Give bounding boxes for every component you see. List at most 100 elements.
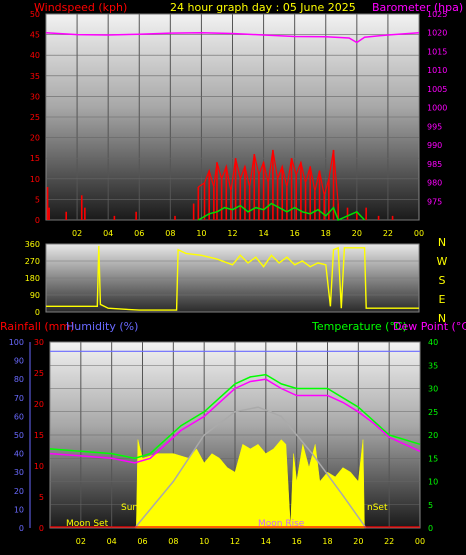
panel1-left-tick-label: 35 [30, 72, 40, 81]
legend-rainfall: Rainfall (mm) [0, 320, 74, 333]
panel3-rain-tick-label: 25 [34, 369, 44, 378]
panel3-x-tick-label: 16 [292, 537, 302, 546]
panel1-right-tick-label: 1005 [427, 85, 447, 94]
wind-direction-line [46, 245, 419, 311]
panel2-left-tick-label: 0 [35, 308, 40, 317]
panel1-x-tick-label: 14 [258, 229, 268, 238]
temperature-line [49, 373, 421, 460]
sun-curve-line [134, 406, 367, 529]
panel1-right-tick-label: 1020 [427, 29, 447, 38]
panel3-temp-tick-label: 35 [428, 361, 438, 370]
header-right-label: Barometer (hpa) [372, 1, 463, 14]
panel1-left-tick-label: 10 [30, 175, 40, 184]
panel3-temp-tick-label: 0 [428, 524, 433, 533]
panel1-right-tick-label: 995 [427, 122, 442, 131]
panel1-x-ticks: 02 04 06 08 10 12 14 16 18 20 22 00 [72, 229, 424, 238]
panel3-humidity-tick-label: 80 [14, 375, 24, 384]
panel3-temp-tick-label: 10 [428, 478, 438, 487]
panel1-right-tick-label: 990 [427, 141, 442, 150]
panel3-rain-tick-label: 15 [34, 431, 44, 440]
panel1-right-tick-label: 1015 [427, 47, 447, 56]
panel2-left-tick-label: 180 [25, 274, 40, 283]
panel2-left-tick-label: 90 [30, 291, 40, 300]
panel3-x-tick-label: 20 [353, 537, 363, 546]
panel3-x-tick-label: 12 [230, 537, 240, 546]
moon-set-label: Moon Set [66, 519, 109, 529]
panel1-x-tick-label: 02 [72, 229, 82, 238]
panel3-temp-tick-label: 20 [428, 431, 438, 440]
panel1-left-tick-label: 40 [30, 51, 40, 60]
panel3-x-tick-label: 00 [415, 537, 425, 546]
header-left-label: Windspeed (kph) [34, 1, 127, 14]
panel1-left-tick-label: 30 [30, 92, 40, 101]
panel3-humidity-tick-label: 70 [14, 394, 24, 403]
panel3-humidity-tick-label: 10 [14, 505, 24, 514]
panel1-left-tick-label: 0 [35, 216, 40, 225]
barometer-line [45, 31, 420, 44]
panel1-x-tick-label: 00 [414, 229, 424, 238]
panel3-humidity-tick-label: 50 [14, 431, 24, 440]
gust-line [197, 202, 366, 222]
panel1-x-tick-label: 08 [165, 229, 175, 238]
panel1-left-tick-label: 15 [30, 154, 40, 163]
panel2-series [46, 245, 419, 311]
panel1-x-tick-label: 10 [196, 229, 206, 238]
panel3-x-tick-label: 02 [76, 537, 86, 546]
panel1-right-tick-label: 1025 [427, 10, 447, 19]
panel3-rain-ticks: 0 5 10 15 20 25 30 [34, 338, 44, 533]
panel1-x-tick-label: 04 [103, 229, 113, 238]
panel1-right-tick-label: 975 [427, 197, 442, 206]
panel3-x-tick-label: 10 [199, 537, 209, 546]
panel3-temp-tick-label: 5 [428, 501, 433, 510]
panel3-humidity-tick-label: 40 [14, 450, 24, 459]
panel1-left-tick-label: 5 [35, 195, 40, 204]
panel3-rain-tick-label: 10 [34, 462, 44, 471]
panel1-left-tick-label: 20 [30, 134, 40, 143]
panel3-rain-tick-label: 20 [34, 400, 44, 409]
panel3-rain-tick-label: 5 [39, 493, 44, 502]
panel2-left-ticks: 0 90 180 270 360 [25, 240, 40, 317]
panel3-temp-tick-label: 15 [428, 454, 438, 463]
panel3-temp-ticks: 0 5 10 15 20 25 30 35 40 [428, 338, 438, 533]
legend-dewpoint: Dew Point (°C) [393, 320, 466, 333]
panel3-humidity-tick-label: 0 [19, 524, 24, 533]
panel3-x-tick-label: 14 [261, 537, 271, 546]
panel1-right-tick-label: 1010 [427, 66, 447, 75]
panel3-x-tick-label: 04 [107, 537, 117, 546]
panel3-rain-tick-label: 30 [34, 338, 44, 347]
panel3-x-tick-label: 08 [168, 537, 178, 546]
panel3-x-tick-label: 22 [384, 537, 394, 546]
panel3-humidity-tick-label: 30 [14, 468, 24, 477]
panel2-compass-label: S [439, 274, 446, 287]
legend-temperature: Temperature (°C) [311, 320, 407, 333]
panel3-rain-tick-label: 0 [39, 524, 44, 533]
panel3-x-ticks: 02 04 06 08 10 12 14 16 18 20 22 00 [76, 537, 425, 546]
panel3-humidity-tick-label: 60 [14, 412, 24, 421]
panel1-left-ticks: 0 5 10 15 20 25 30 35 40 45 50 [30, 10, 40, 225]
panel3-humidity-tick-label: 100 [9, 338, 24, 347]
panel1-x-tick-label: 18 [321, 229, 331, 238]
panel1-right-ticks: 975 980 985 990 995 1000 1005 1010 1015 1020 1025 [427, 10, 447, 206]
legend-humidity: Humidity (%) [66, 320, 138, 333]
dewpoint-line [49, 378, 421, 464]
panel2-left-tick-label: 360 [25, 240, 40, 249]
panel3-humidity-tick-label: 20 [14, 487, 24, 496]
panel3-temp-tick-label: 25 [428, 408, 438, 417]
panel2-compass-label: E [439, 293, 446, 306]
panel3-x-tick-label: 06 [137, 537, 147, 546]
panel1-right-tick-label: 980 [427, 179, 442, 188]
panel1-left-tick-label: 50 [30, 10, 40, 19]
rain-humidity-temp-panel: 0 10 20 30 40 50 60 70 80 90 100 0 5 10 15 20 25 30 0 5 10… [9, 338, 438, 546]
panel3-humidity-tick-label: 90 [14, 357, 24, 366]
panel1-x-tick-label: 22 [383, 229, 393, 238]
panel3-annotations: Moon Set Sun Moon Rise nSet [66, 503, 388, 529]
panel1-right-tick-label: 985 [427, 160, 442, 169]
panel2-grid [46, 243, 419, 313]
panel1-left-tick-label: 45 [30, 31, 40, 40]
panel1-x-tick-label: 06 [134, 229, 144, 238]
windspeed-line [197, 149, 339, 204]
panel3-humidity-ticks: 0 10 20 30 40 50 60 70 80 90 100 [9, 338, 31, 533]
panel1-series [45, 31, 420, 222]
panel1-x-tick-label: 12 [227, 229, 237, 238]
